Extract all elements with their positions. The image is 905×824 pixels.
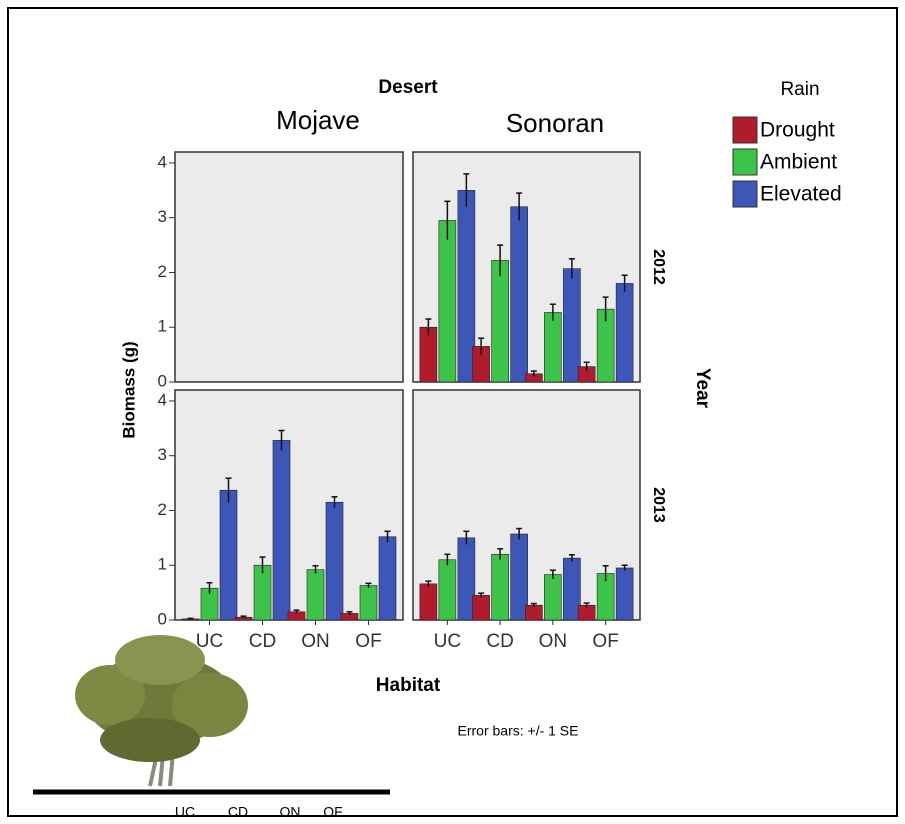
- row-title: Year: [692, 368, 713, 409]
- column-label: Mojave: [276, 105, 360, 135]
- y-tick-label: 1: [158, 555, 167, 574]
- bar: [525, 604, 543, 621]
- legend-swatch: [732, 116, 758, 144]
- note: Error bars: +/- 1 SE: [458, 723, 579, 739]
- bar: [438, 559, 457, 621]
- bar: [491, 260, 509, 383]
- legend-label: Ambient: [760, 151, 837, 174]
- panel-background: [174, 151, 404, 383]
- bar: [577, 604, 596, 621]
- legend-swatch: [732, 148, 758, 176]
- bar: [378, 536, 397, 621]
- column-label: Sonoran: [506, 108, 604, 138]
- x-tick-label: OF: [592, 631, 618, 652]
- y-tick-label: 4: [158, 390, 167, 409]
- sketch-label: ON: [280, 804, 301, 820]
- x-tick-label: UC: [196, 631, 223, 652]
- legend-swatch: [732, 180, 758, 208]
- legend-label: Drought: [760, 119, 835, 142]
- bar: [438, 220, 457, 383]
- y-tick-label: 3: [158, 207, 167, 226]
- sketch-label: OF: [323, 804, 342, 820]
- sketch-label: CD: [228, 804, 248, 820]
- y-tick-label: 0: [158, 609, 167, 628]
- x-axis-title: Habitat: [376, 675, 441, 696]
- row-label: 2012: [650, 249, 667, 285]
- x-tick-label: UC: [434, 631, 461, 652]
- bar: [272, 440, 291, 621]
- x-tick-label: ON: [539, 631, 568, 652]
- y-tick-label: 4: [158, 152, 167, 171]
- bar: [544, 312, 562, 383]
- bar: [219, 489, 238, 621]
- y-tick-label: 1: [158, 317, 167, 336]
- y-tick-label: 2: [158, 500, 167, 519]
- x-tick-label: OF: [355, 631, 381, 652]
- bar: [615, 283, 634, 383]
- y-tick-label: 3: [158, 445, 167, 464]
- bar: [419, 583, 438, 621]
- bar: [615, 567, 634, 621]
- bar: [359, 585, 378, 621]
- y-tick-label: 0: [158, 371, 167, 390]
- legend-title: Rain: [780, 79, 819, 100]
- bar: [544, 574, 562, 621]
- bar: [563, 268, 581, 383]
- sketch-label: UC: [175, 804, 195, 820]
- bar: [306, 569, 325, 621]
- row-label: 2013: [650, 487, 667, 523]
- bar: [472, 595, 490, 621]
- x-tick-label: CD: [486, 631, 513, 652]
- bar: [491, 553, 509, 621]
- column-title: Desert: [378, 77, 438, 98]
- x-tick-label: ON: [301, 631, 330, 652]
- legend-label: Elevated: [760, 183, 842, 206]
- y-tick-label: 2: [158, 262, 167, 281]
- x-tick-label: CD: [249, 631, 276, 652]
- shrub-illustration: [33, 635, 390, 795]
- y-axis-title: Biomass (g): [119, 341, 138, 438]
- bar: [325, 501, 344, 621]
- bar: [510, 206, 528, 383]
